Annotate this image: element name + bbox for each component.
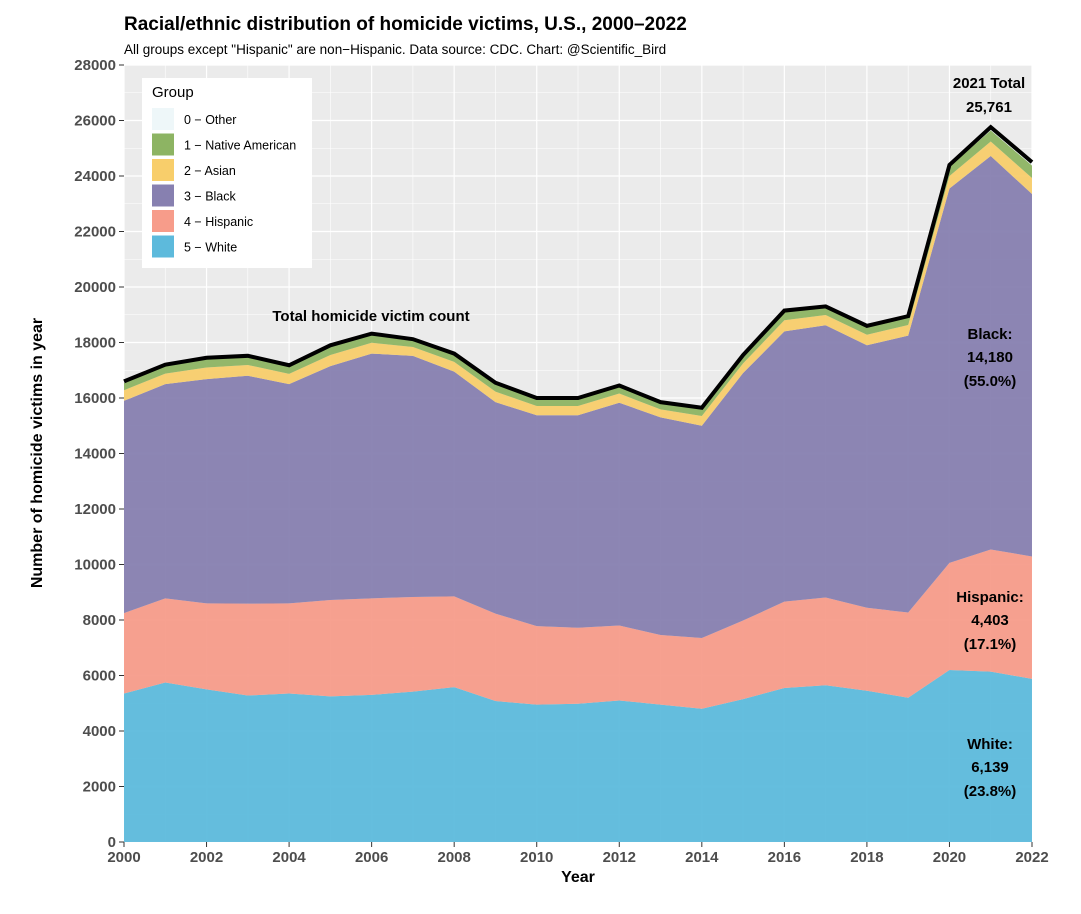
y-tick-label: 28000	[74, 57, 116, 74]
y-tick-label: 20000	[74, 279, 116, 296]
x-tick-label: 2000	[107, 849, 140, 866]
legend-swatch	[152, 133, 174, 156]
area-asian	[124, 141, 1032, 426]
x-axis-label: Year	[561, 869, 595, 886]
annotations: Total homicide victim count 2021 Total 2…	[272, 75, 1025, 800]
total-count-label: Total homicide victim count	[272, 308, 469, 325]
x-tick-label: 2010	[520, 849, 553, 866]
y-tick-label: 8000	[83, 612, 116, 629]
axes: 0200040006000800010000120001400016000180…	[74, 57, 1048, 866]
legend-label: 1 − Native American	[184, 139, 296, 153]
legend-label: 2 − Asian	[184, 164, 236, 178]
legend-swatch	[152, 210, 174, 232]
white-label-name: White:	[967, 736, 1013, 753]
black-label-pct: (55.0%)	[964, 373, 1017, 390]
legend-swatch	[152, 235, 174, 258]
y-tick-label: 10000	[74, 557, 116, 574]
area-hispanic	[124, 549, 1032, 709]
area-native-american	[124, 130, 1032, 417]
white-label-value: 6,139	[971, 759, 1009, 776]
white-label-pct: (23.8%)	[964, 783, 1017, 800]
area-layers	[124, 127, 1032, 842]
legend-title: Group	[152, 84, 194, 101]
black-label-name: Black:	[967, 326, 1012, 343]
x-tick-label: 2008	[437, 849, 470, 866]
x-tick-label: 2004	[272, 849, 306, 866]
legend-swatch	[152, 159, 174, 181]
legend-swatch	[152, 184, 174, 207]
y-axis-label: Number of homicide victims in year	[29, 318, 46, 588]
x-tick-label: 2022	[1015, 849, 1048, 866]
x-tick-label: 2014	[685, 849, 719, 866]
legend-swatch	[152, 108, 174, 130]
total-line	[123, 124, 1034, 410]
hispanic-label-value: 4,403	[971, 612, 1009, 629]
x-tick-label: 2016	[768, 849, 801, 866]
y-tick-label: 14000	[74, 446, 116, 463]
x-tick-label: 2018	[850, 849, 883, 866]
area-white	[124, 669, 1032, 842]
y-tick-label: 22000	[74, 224, 116, 241]
x-tick-label: 2012	[603, 849, 636, 866]
y-tick-label: 26000	[74, 113, 116, 130]
y-tick-label: 16000	[74, 390, 116, 407]
legend-label: 0 − Other	[184, 113, 236, 127]
legend-label: 5 − White	[184, 241, 237, 255]
total-2021-value: 25,761	[966, 99, 1012, 116]
legend: Group 0 − Other 1 − Native American 2 − As…	[142, 78, 312, 268]
chart-subtitle: All groups except "Hispanic" are non−His…	[124, 42, 666, 57]
chart-title: Racial/ethnic distribution of homicide v…	[124, 14, 687, 35]
y-tick-label: 12000	[74, 501, 116, 518]
hispanic-label-name: Hispanic:	[956, 589, 1024, 606]
x-tick-label: 2002	[190, 849, 223, 866]
legend-label: 4 − Hispanic	[184, 215, 253, 229]
y-tick-label: 0	[108, 834, 116, 851]
x-tick-label: 2020	[933, 849, 966, 866]
black-label-value: 14,180	[967, 349, 1013, 366]
y-tick-label: 4000	[83, 723, 116, 740]
y-tick-label: 18000	[74, 335, 116, 352]
y-tick-label: 24000	[74, 168, 116, 185]
total-2021-title: 2021 Total	[953, 75, 1025, 92]
hispanic-label-pct: (17.1%)	[964, 636, 1017, 653]
x-tick-label: 2006	[355, 849, 388, 866]
y-tick-label: 6000	[83, 668, 116, 685]
legend-label: 3 − Black	[184, 190, 237, 204]
area-black	[124, 155, 1032, 639]
y-tick-label: 2000	[83, 779, 116, 796]
